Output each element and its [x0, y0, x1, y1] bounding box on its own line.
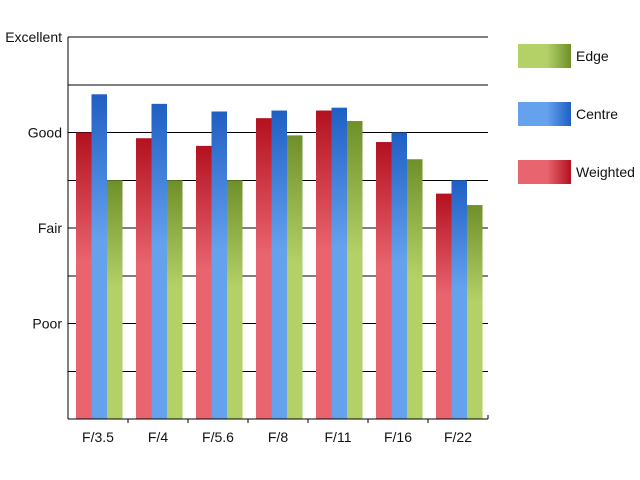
bar-edge-f-11: [347, 121, 363, 419]
bar-edge-f-22: [467, 205, 483, 419]
legend-swatch-centre: [518, 102, 571, 126]
x-tick-label-f-22: F/22: [444, 429, 472, 445]
bar-centre-f-8: [271, 110, 287, 419]
legend-label-centre: Centre: [576, 106, 618, 122]
x-tick-label-f-16: F/16: [384, 429, 412, 445]
bar-centre-f-16: [391, 132, 407, 419]
bar-centre-f-3-5: [91, 94, 107, 420]
bars: [76, 94, 483, 420]
legend-swatch-weighted: [518, 160, 571, 184]
bar-weighted-f-16: [376, 142, 392, 420]
x-tick-label-f-8: F/8: [268, 429, 288, 445]
bar-weighted-f-5-6: [196, 145, 212, 419]
x-tick-label-f-4: F/4: [148, 429, 168, 445]
bar-edge-f-4: [167, 180, 183, 419]
legend-label-edge: Edge: [576, 48, 609, 64]
x-tick-label-f-5-6: F/5.6: [202, 429, 234, 445]
bar-weighted-f-8: [256, 118, 272, 420]
y-tick-label-excellent: Excellent: [5, 29, 62, 45]
bar-centre-f-22: [451, 180, 467, 419]
legend-swatch-edge: [518, 44, 571, 68]
legend-label-weighted: Weighted: [576, 164, 635, 180]
bar-centre-f-5-6: [211, 111, 227, 420]
bar-weighted-f-3-5: [76, 132, 92, 419]
bar-weighted-f-22: [436, 193, 452, 419]
bar-centre-f-11: [331, 107, 347, 420]
legend: Edge Centre Weighted: [518, 44, 635, 184]
bar-weighted-f-11: [316, 110, 332, 419]
axes: [67, 37, 489, 423]
bar-centre-f-4: [151, 103, 167, 419]
x-tick-label-f-3-5: F/3.5: [82, 429, 114, 445]
y-tick-label-fair: Fair: [38, 220, 62, 236]
x-tick-label-f-11: F/11: [325, 429, 352, 445]
bar-weighted-f-4: [136, 138, 152, 420]
bar-edge-f-8: [287, 135, 303, 420]
x-axis-tick-labels: F/3.5 F/4 F/5.6 F/8 F/11 F/16 F/22: [82, 429, 472, 445]
bar-edge-f-16: [407, 159, 423, 420]
bar-edge-f-5-6: [227, 180, 243, 419]
bar-edge-f-3-5: [107, 180, 123, 419]
y-tick-label-poor: Poor: [32, 316, 62, 332]
y-axis-tick-labels: Poor Fair Good Excellent: [5, 29, 62, 332]
y-tick-label-good: Good: [28, 125, 62, 141]
